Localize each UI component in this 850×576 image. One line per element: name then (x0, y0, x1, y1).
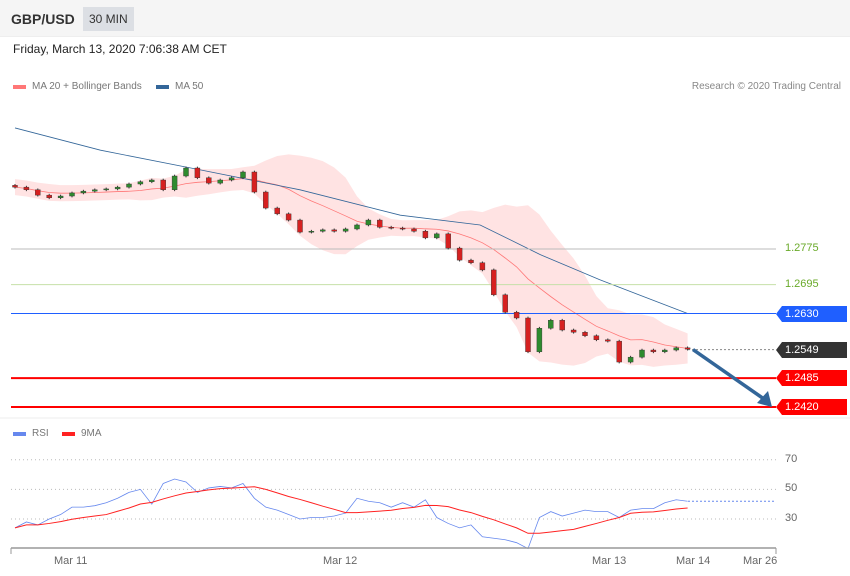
datetime: Friday, March 13, 2020 7:06:38 AM CET (13, 42, 227, 56)
candle (582, 332, 588, 336)
candle (228, 177, 235, 181)
candle (57, 195, 64, 199)
candle (331, 229, 337, 232)
candle (570, 329, 577, 333)
candle (92, 189, 98, 192)
candle (399, 227, 406, 230)
candle (149, 179, 155, 182)
level-label-1.2775: 1.2775 (785, 242, 819, 254)
candle (263, 191, 269, 209)
legend-rsi-label: RSI (32, 428, 49, 439)
candle (559, 320, 565, 331)
candle (593, 335, 600, 341)
candle (434, 233, 440, 239)
candle (160, 179, 166, 191)
ma50-line (14, 127, 688, 314)
candle (12, 185, 18, 188)
candle (639, 349, 645, 358)
candle (320, 229, 326, 232)
candle (525, 317, 531, 353)
ma20-swatch (13, 84, 26, 89)
level-label-1.2549: 1.2549 (776, 341, 847, 358)
candle (171, 175, 178, 191)
candle (46, 194, 52, 199)
candle (388, 226, 394, 229)
forecast-arrow (692, 348, 765, 401)
rsi-tick-50: 50 (785, 482, 798, 495)
candle (684, 347, 691, 350)
candle (114, 186, 121, 190)
rsi-9ma-line (14, 486, 688, 534)
x-tick-label: Mar 12 (323, 555, 358, 567)
candle (217, 179, 223, 184)
level-label-1.2420: 1.2420 (776, 399, 847, 415)
candle (662, 349, 668, 353)
candle (342, 228, 349, 232)
credit: Research © 2020 Trading Central (691, 81, 841, 92)
rsi-line (14, 478, 688, 550)
rsi-swatch (13, 431, 26, 436)
candle (445, 233, 451, 249)
candle (80, 190, 87, 194)
candle (354, 224, 360, 230)
candle (548, 320, 554, 329)
candle (502, 294, 508, 313)
candle (297, 219, 303, 233)
candle (422, 230, 429, 239)
ma9-swatch (62, 431, 75, 436)
candle (377, 219, 383, 228)
legend-rsi: RSI (13, 428, 49, 439)
candle (240, 171, 246, 178)
timeframe-button[interactable]: 30 MIN (83, 7, 134, 31)
legend-9ma: 9MA (62, 428, 102, 439)
ma50-swatch (156, 84, 169, 89)
candle (103, 188, 109, 191)
candle (365, 219, 372, 226)
candle (536, 328, 543, 353)
x-tick-label: Mar 13 (592, 555, 627, 567)
legend-ma50-label: MA 50 (175, 81, 204, 92)
candle (650, 349, 657, 353)
candle (183, 167, 189, 177)
legend-ma20-label: MA 20 + Bollinger Bands (32, 81, 142, 92)
candle (673, 347, 679, 351)
legend-ma20: MA 20 + Bollinger Bands (13, 81, 142, 92)
legend-ma50: MA 50 (156, 81, 203, 92)
level-label-1.2695: 1.2695 (785, 277, 819, 290)
candle (285, 213, 292, 221)
candle (274, 207, 280, 215)
candle (194, 167, 201, 178)
rsi-tick-30: 30 (785, 512, 798, 524)
candle (35, 189, 41, 196)
level-label-1.2485: 1.2485 (776, 370, 847, 387)
x-tick-label: Mar 11 (54, 555, 88, 567)
candle (616, 340, 622, 363)
candle (513, 312, 520, 319)
candle (479, 262, 486, 271)
legend-9ma-label: 9MA (81, 428, 102, 439)
candle (23, 186, 30, 191)
forecast-arrowhead (757, 391, 772, 408)
candle (605, 339, 611, 342)
candle (69, 192, 75, 197)
header-bar: GBP/USD 30 MIN (0, 0, 850, 37)
candle (206, 177, 212, 184)
rsi-tick-70: 70 (785, 452, 798, 465)
level-label-1.2630: 1.2630 (776, 305, 847, 322)
candle (251, 171, 258, 193)
candle (126, 183, 132, 188)
symbol-title: GBP/USD (11, 11, 75, 27)
candle (627, 356, 634, 363)
candle (456, 247, 463, 261)
candle (491, 269, 497, 296)
candle (137, 181, 144, 185)
x-tick-label: Mar 14 (676, 555, 711, 567)
candle (308, 230, 315, 233)
candle (468, 259, 474, 263)
x-tick-label: Mar 26 (743, 555, 778, 567)
candle (411, 228, 417, 232)
